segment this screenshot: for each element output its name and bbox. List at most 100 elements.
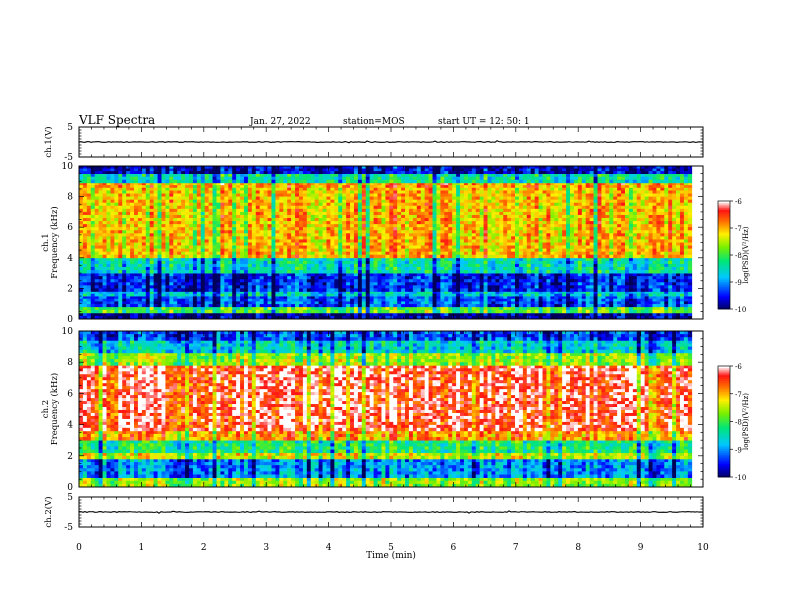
spectrogram-cell — [185, 196, 190, 201]
spectrogram-cell — [432, 270, 437, 274]
spectrogram-cell — [90, 187, 96, 191]
spectrogram-cell — [259, 187, 264, 191]
spectrogram-cell — [487, 298, 492, 302]
spectrogram-cell — [609, 266, 614, 271]
spectrogram-cell — [467, 187, 473, 191]
spectrogram-cell — [515, 298, 520, 302]
spectrogram-cell — [133, 187, 139, 191]
spectrogram-cell — [283, 190, 288, 194]
spectrogram-cell — [79, 257, 84, 262]
spectrogram-cell — [149, 211, 154, 216]
spectrogram-cell — [90, 304, 96, 308]
spectrogram-cell — [428, 190, 433, 194]
spectrogram-cell — [562, 304, 567, 308]
spectrogram-cell — [644, 193, 649, 197]
spectrogram-cell — [130, 291, 135, 295]
spectrogram-cell — [613, 293, 618, 297]
spectrogram-cell — [448, 266, 453, 271]
spectrogram-cell — [373, 193, 378, 197]
spectrogram-cell — [640, 291, 645, 295]
spectrogram-cell — [157, 315, 162, 320]
spectrogram-cell — [369, 301, 374, 305]
spectrogram-cell — [534, 196, 539, 201]
spectrogram-cell — [365, 187, 371, 191]
spectrogram-cell — [251, 211, 257, 216]
spectrogram-cell — [161, 211, 166, 216]
spectrogram-cell — [338, 190, 343, 194]
spectrogram-cell — [471, 196, 477, 201]
spectrogram-cell — [106, 214, 111, 219]
spectrogram-cell — [271, 257, 276, 262]
spectrogram-cell — [554, 273, 559, 277]
spectrogram-cell — [644, 296, 649, 300]
spectrogram-cell — [577, 196, 583, 201]
spectrogram-cell — [346, 315, 351, 320]
spectrogram-cell — [628, 306, 634, 311]
spectrogram-cell — [636, 199, 642, 204]
spectrogram-cell — [240, 282, 245, 286]
spectrogram-cell — [460, 296, 465, 300]
spectrogram-cell — [283, 214, 288, 219]
spectrogram-cell — [570, 266, 575, 271]
spectrogram-cell — [518, 202, 524, 207]
spectrogram-cell — [424, 285, 429, 289]
spectrogram-cell — [94, 312, 99, 317]
spectrogram-cell — [507, 266, 512, 271]
spectrogram-cell — [597, 285, 602, 289]
spectrogram-cell — [141, 193, 147, 197]
spectrogram-cell — [408, 298, 414, 302]
spectrogram-cell — [405, 312, 410, 317]
spectrogram-cell — [322, 257, 327, 262]
spectrogram-cell — [173, 218, 178, 222]
spectrogram-cell — [133, 266, 139, 271]
spectrogram-cell — [456, 309, 461, 314]
spectrogram-cell — [228, 288, 233, 292]
spectrogram-cell — [259, 273, 264, 277]
spectrogram-cell — [471, 279, 477, 283]
spectrogram-cell — [196, 276, 202, 280]
spectrogram-cell — [601, 266, 606, 271]
spectrogram-cell — [122, 214, 127, 219]
spectrogram-cell — [550, 263, 555, 268]
spectrogram-cell — [86, 211, 92, 216]
spectrogram-cell — [369, 276, 374, 280]
spectrogram-cell — [617, 260, 622, 265]
spectrogram-cell — [632, 211, 638, 216]
spectrogram-cell — [255, 196, 261, 201]
spectrogram-cell — [617, 288, 622, 292]
spectrogram-cell — [177, 304, 182, 308]
spectrogram-cell — [546, 312, 551, 317]
spectrogram-cell — [94, 304, 99, 308]
spectrogram-cell — [460, 312, 465, 317]
spectrogram-cell — [302, 296, 308, 300]
spectrogram-cell — [263, 285, 268, 289]
spectrogram-cell — [542, 279, 547, 283]
spectrogram-cell — [326, 263, 331, 268]
spectrogram-cell — [251, 273, 257, 277]
spectrogram-cell — [263, 196, 268, 201]
spectrogram-cell — [188, 279, 194, 283]
spectrogram-cell — [389, 199, 394, 204]
spectrogram-cell — [283, 282, 288, 286]
spectrogram-cell — [90, 285, 96, 289]
spectrogram-cell — [499, 282, 504, 286]
spectrogram-cell — [463, 266, 469, 271]
spectrogram-cell — [118, 211, 123, 216]
spectrogram-cell — [487, 266, 492, 271]
spectrogram-cell — [196, 190, 202, 194]
spectrogram-cell — [295, 208, 300, 213]
spectrogram-cell — [577, 273, 583, 277]
spectrogram-cell — [243, 276, 249, 280]
spectrogram-cell — [106, 279, 111, 283]
spectrogram-cell — [503, 304, 508, 308]
spectrogram-cell — [141, 187, 147, 191]
spectrogram-cell — [479, 260, 484, 265]
spectrogram-cell — [377, 315, 382, 320]
spectrogram-cell — [687, 288, 693, 292]
spectrogram-cell — [538, 196, 543, 201]
spectrogram-cell — [577, 288, 583, 292]
spectrogram-cell — [408, 208, 414, 213]
spectrogram-cell — [554, 309, 559, 314]
spectrogram-cell — [518, 273, 524, 277]
spectrogram-cell — [204, 257, 209, 262]
